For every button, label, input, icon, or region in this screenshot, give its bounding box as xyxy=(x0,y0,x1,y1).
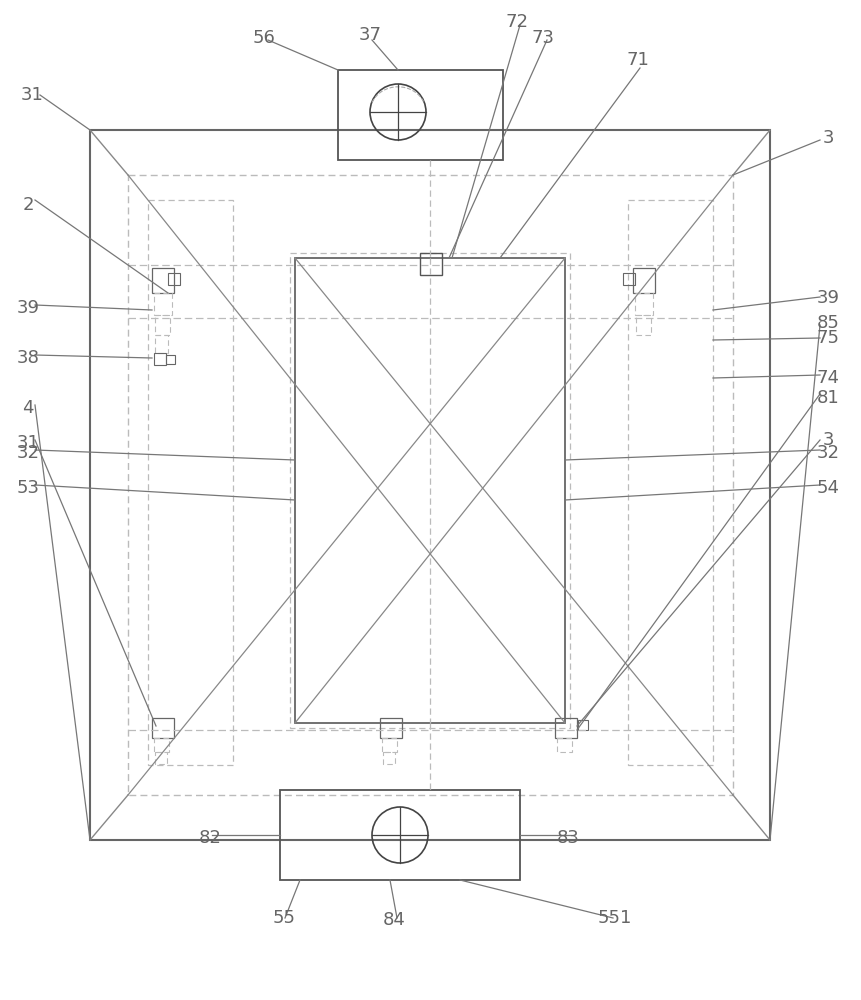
Text: 83: 83 xyxy=(556,829,579,847)
Text: 31: 31 xyxy=(16,434,40,452)
Text: 3: 3 xyxy=(821,129,833,147)
Text: 82: 82 xyxy=(198,829,221,847)
Text: 32: 32 xyxy=(16,444,40,462)
Text: 53: 53 xyxy=(16,479,40,497)
Text: 56: 56 xyxy=(252,29,276,47)
Text: 3: 3 xyxy=(821,431,833,449)
Text: 74: 74 xyxy=(815,369,839,387)
Text: 71: 71 xyxy=(626,51,648,69)
Text: 73: 73 xyxy=(531,29,554,47)
Text: 31: 31 xyxy=(21,86,43,104)
Text: 85: 85 xyxy=(815,314,839,332)
Text: 551: 551 xyxy=(598,909,631,927)
Text: 39: 39 xyxy=(815,289,839,307)
Text: 54: 54 xyxy=(815,479,839,497)
Text: 2: 2 xyxy=(22,196,34,214)
Text: 37: 37 xyxy=(358,26,381,44)
Text: 81: 81 xyxy=(815,389,839,407)
Text: 38: 38 xyxy=(16,349,40,367)
Text: 55: 55 xyxy=(272,909,295,927)
Text: 32: 32 xyxy=(815,444,839,462)
Text: 72: 72 xyxy=(505,13,528,31)
Text: 39: 39 xyxy=(16,299,40,317)
Text: 4: 4 xyxy=(22,399,34,417)
Text: 84: 84 xyxy=(382,911,405,929)
Text: 75: 75 xyxy=(815,329,839,347)
